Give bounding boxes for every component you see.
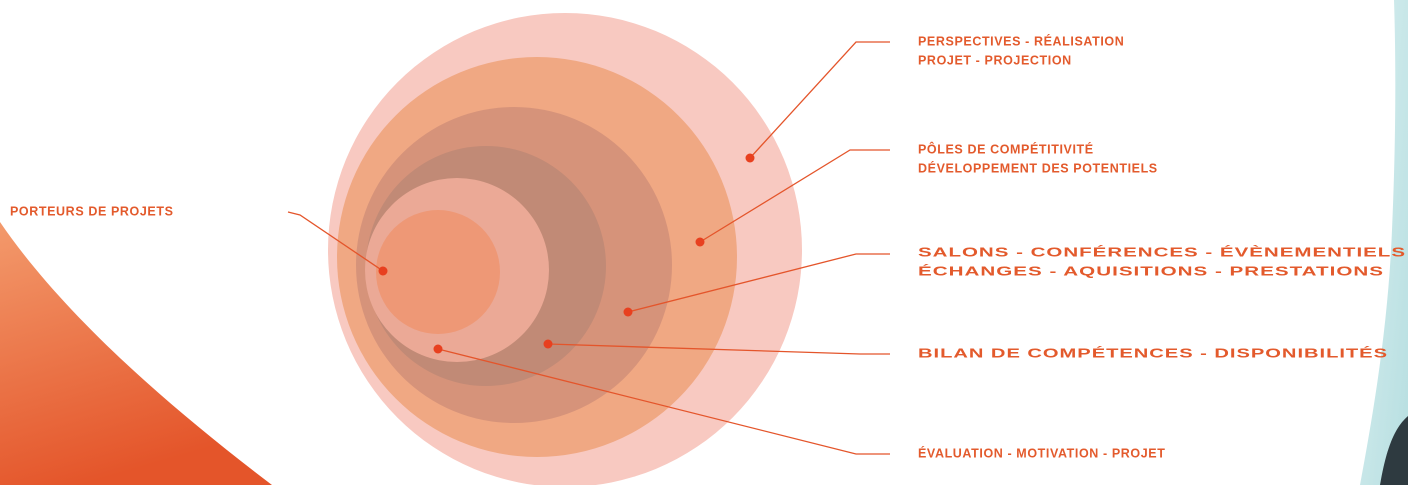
label-salons-line1: SALONS - CONFÉRENCES - ÉVÈNEMENTIELS [918, 244, 1406, 259]
label-salons-line2: ÉCHANGES - AQUISITIONS - PRESTATIONS [918, 263, 1384, 278]
label-poles-line1: PÔLES DE COMPÉTITIVITÉ [918, 141, 1094, 156]
label-porteurs-de-projets: PORTEURS DE PROJETS [10, 204, 174, 218]
label-poles-line2: DÉVELOPPEMENT DES POTENTIELS [918, 160, 1158, 175]
dot-salons [623, 307, 633, 317]
leader-line-perspectives [749, 41, 890, 159]
dot-evaluation [433, 344, 443, 354]
dot-bilan [543, 339, 553, 349]
dot-poles [695, 237, 705, 247]
leader-line-salons [627, 253, 890, 313]
dot-perspectives [745, 153, 755, 163]
dot-porteurs [378, 266, 388, 276]
orange-swoosh-decoration [0, 222, 272, 485]
leader-line-evaluation [437, 348, 890, 455]
label-perspectives-line1: PERSPECTIVES - RÉALISATION [918, 33, 1124, 48]
label-evaluation: ÉVALUATION - MOTIVATION - PROJET [918, 445, 1165, 460]
circle-level-6 [376, 210, 500, 334]
leader-line-poles [699, 149, 890, 243]
label-bilan: BILAN DE COMPÉTENCES - DISPONIBILITÉS [918, 345, 1388, 360]
corner-teal-decoration [1360, 0, 1408, 485]
leader-line-porteurs [287, 211, 384, 272]
leader-line-bilan [547, 343, 890, 355]
corner-dark-decoration [1380, 416, 1408, 485]
label-perspectives-line2: PROJET - PROJECTION [918, 53, 1072, 67]
